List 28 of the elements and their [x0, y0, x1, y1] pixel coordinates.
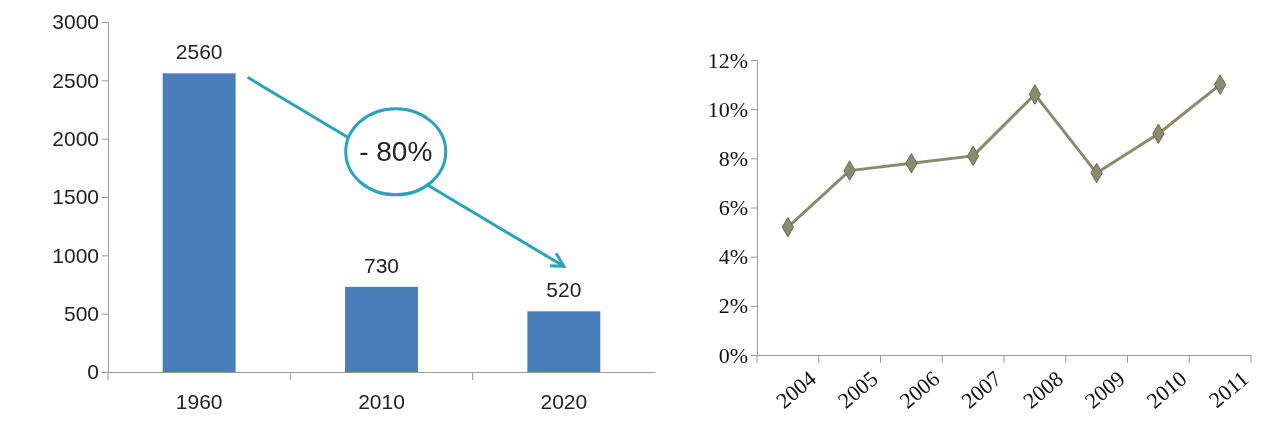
y-tick-label: 3000: [52, 10, 99, 34]
y-tick-label: 10%: [707, 96, 748, 122]
bar: [162, 73, 236, 372]
y-tick-label: 12%: [707, 47, 748, 73]
x-tick-label: 1960: [175, 389, 223, 413]
x-tick-label: 2020: [540, 389, 588, 413]
y-tick-label: 4%: [718, 244, 748, 270]
data-label: 730: [363, 253, 400, 277]
data-label: 2560: [175, 40, 223, 64]
y-tick-label: 2%: [718, 293, 748, 319]
bar: [345, 286, 418, 372]
y-tick-label: 1000: [52, 243, 99, 267]
annotation: - 80%: [359, 135, 433, 167]
data-label: 520: [546, 278, 582, 302]
y-tick-label: 0%: [718, 342, 748, 368]
x-tick-label: 2009: [1079, 365, 1130, 414]
x-tick-label: 2010: [358, 389, 405, 413]
x-tick-label: 2008: [1018, 365, 1068, 414]
bar: [527, 311, 601, 372]
y-tick-label: 0: [87, 360, 99, 384]
y-tick-label: 500: [63, 301, 99, 325]
y-tick-label: 2500: [52, 68, 99, 92]
y-tick-label: 2000: [52, 126, 99, 150]
x-tick-label: 2010: [1141, 365, 1192, 414]
y-tick-label: 1500: [52, 185, 99, 209]
x-tick-label: 2011: [1204, 365, 1254, 413]
y-tick-label: 6%: [718, 195, 748, 221]
y-tick-label: 8%: [718, 145, 748, 171]
